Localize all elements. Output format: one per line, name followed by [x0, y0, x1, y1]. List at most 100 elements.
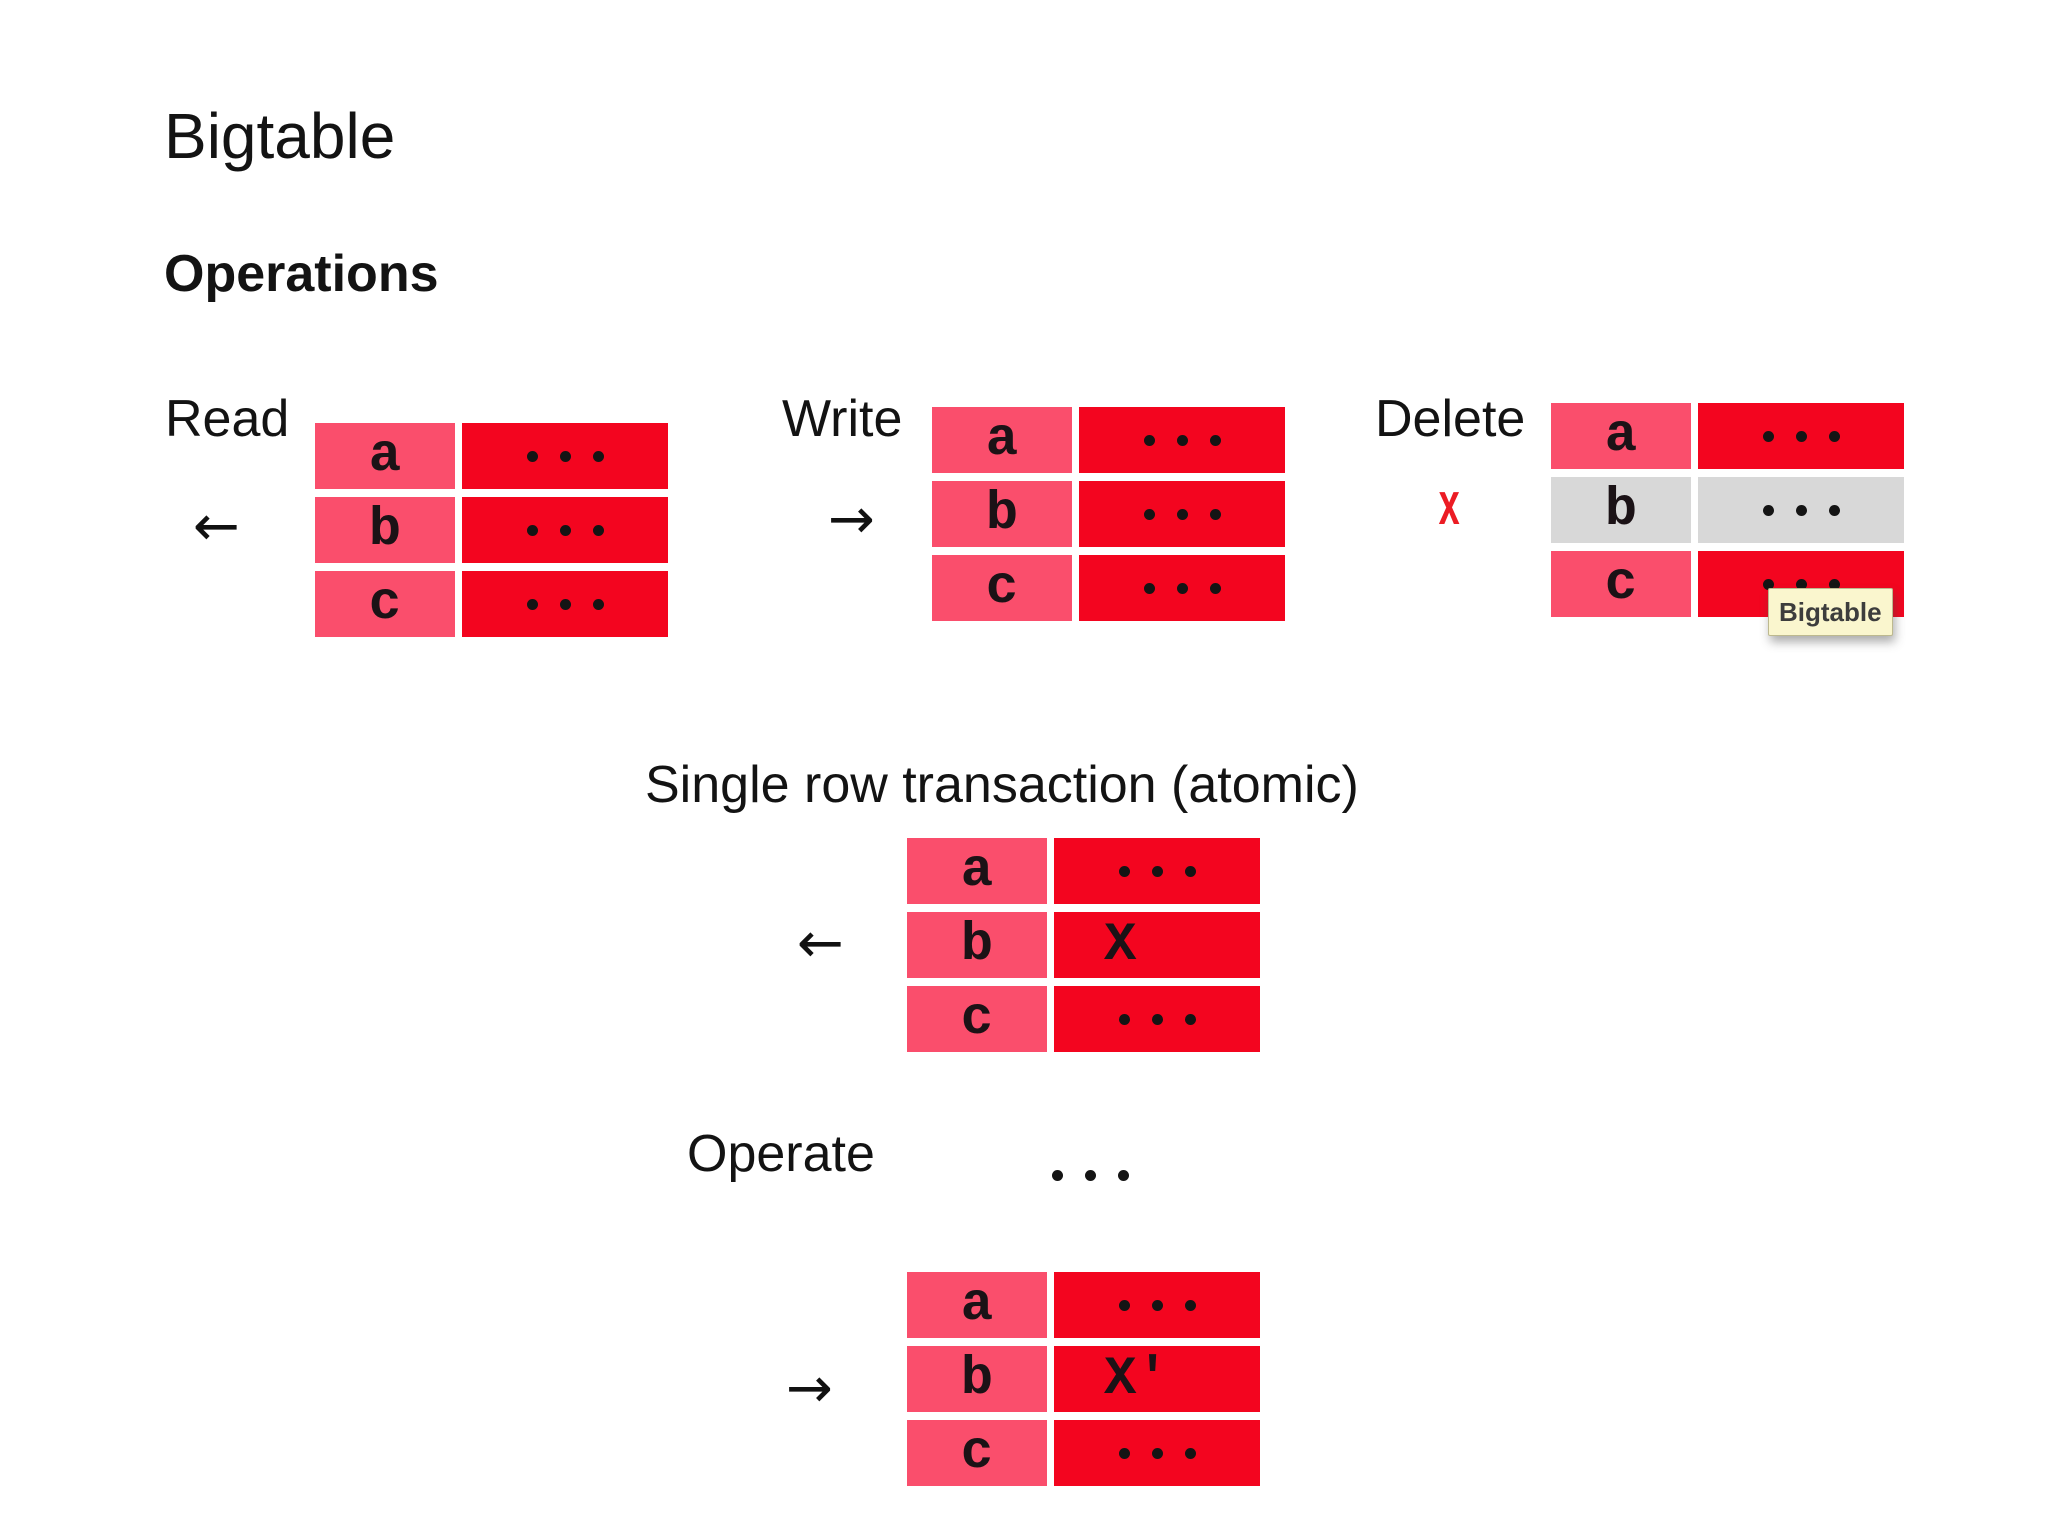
ellipsis-dots — [1143, 582, 1221, 594]
row-label-cell: b — [315, 497, 455, 563]
row-label-cell: c — [932, 555, 1072, 621]
read-left-arrow-icon: ← — [193, 494, 240, 559]
ellipsis-dots — [1118, 1013, 1196, 1025]
ellipsis-dots — [1052, 1170, 1129, 1181]
dot — [592, 450, 604, 462]
dot — [1762, 430, 1774, 442]
row-value-cell — [1054, 986, 1260, 1052]
row-value-cell — [462, 497, 668, 563]
ellipsis-dots — [1143, 508, 1221, 520]
dot — [1085, 1170, 1096, 1181]
ellipsis-dots — [526, 598, 604, 610]
dot — [526, 450, 538, 462]
row-label-cell: c — [315, 571, 455, 637]
write-section-label: Write — [782, 390, 903, 448]
ellipsis-dots — [1118, 1299, 1196, 1311]
ellipsis-dots — [1118, 1447, 1196, 1459]
dot — [1143, 434, 1155, 446]
dot — [1184, 1013, 1196, 1025]
ellipsis-dots — [1762, 430, 1840, 442]
dot — [1151, 1299, 1163, 1311]
dot — [559, 598, 571, 610]
operate-section-label: Operate — [687, 1125, 875, 1183]
dot — [1828, 430, 1840, 442]
ellipsis-dots — [1143, 434, 1221, 446]
row-label-cell: a — [1551, 403, 1691, 469]
dot — [1143, 582, 1155, 594]
row-label-cell: b — [907, 1346, 1047, 1412]
ellipsis-dots — [1762, 578, 1840, 590]
transaction-left-arrow-icon: ← — [797, 911, 844, 976]
dot — [592, 598, 604, 610]
row-value-cell: X — [1054, 912, 1260, 978]
dot — [1762, 504, 1774, 516]
dot — [1151, 865, 1163, 877]
dot — [559, 450, 571, 462]
row-value-cell — [1079, 481, 1285, 547]
row-label-cell: a — [907, 1272, 1047, 1338]
transaction-heading: Single row transaction (atomic) — [645, 756, 1359, 814]
dot — [559, 524, 571, 536]
dot — [1795, 504, 1807, 516]
dot — [1828, 578, 1840, 590]
dot — [1176, 434, 1188, 446]
row-label-cell: b — [1551, 477, 1691, 543]
row-value-cell — [462, 423, 668, 489]
row-value-cell — [462, 571, 668, 637]
row-label-cell: a — [932, 407, 1072, 473]
bigtable-tooltip-text: Bigtable — [1779, 596, 1882, 627]
cell-value-text: X — [1104, 914, 1137, 976]
dot — [1795, 430, 1807, 442]
cell-value-text: X' — [1104, 1348, 1169, 1410]
row-label-cell: c — [907, 986, 1047, 1052]
dot — [1176, 508, 1188, 520]
dot — [1118, 1170, 1129, 1181]
row-value-cell: X' — [1054, 1346, 1260, 1412]
operate-table: a b X' c — [907, 1272, 1260, 1486]
row-value-cell — [1698, 403, 1904, 469]
dot — [1184, 1299, 1196, 1311]
dot — [1118, 1299, 1130, 1311]
row-label-cell: b — [932, 481, 1072, 547]
row-value-cell — [1079, 555, 1285, 621]
dot — [1151, 1447, 1163, 1459]
dot — [1795, 578, 1807, 590]
dot — [1184, 865, 1196, 877]
dot — [526, 598, 538, 610]
dot — [1118, 1013, 1130, 1025]
page-subtitle: Operations — [164, 245, 439, 303]
dot — [1828, 504, 1840, 516]
operate-ellipsis — [1052, 1170, 1129, 1181]
read-section-label: Read — [165, 390, 290, 448]
delete-section-label: Delete — [1375, 390, 1526, 448]
row-label-cell: c — [907, 1420, 1047, 1486]
dot — [1118, 865, 1130, 877]
dot — [1176, 582, 1188, 594]
row-value-cell — [1054, 838, 1260, 904]
row-value-cell — [1079, 407, 1285, 473]
row-value-cell — [1054, 1272, 1260, 1338]
page-title: Bigtable — [164, 100, 396, 172]
dot — [592, 524, 604, 536]
ellipsis-dots — [1118, 865, 1196, 877]
ellipsis-dots — [526, 524, 604, 536]
row-label-cell: b — [907, 912, 1047, 978]
dot — [1118, 1447, 1130, 1459]
row-value-cell — [1698, 477, 1904, 543]
dot — [526, 524, 538, 536]
row-value-cell — [1054, 1420, 1260, 1486]
dot — [1052, 1170, 1063, 1181]
delete-x-marker: x — [1438, 475, 1461, 543]
ellipsis-dots — [526, 450, 604, 462]
operate-right-arrow-icon: → — [786, 1356, 833, 1421]
dot — [1209, 508, 1221, 520]
write-right-arrow-icon: → — [828, 487, 875, 552]
ellipsis-dots — [1762, 504, 1840, 516]
dot — [1143, 508, 1155, 520]
bigtable-tooltip: Bigtable — [1768, 588, 1893, 636]
